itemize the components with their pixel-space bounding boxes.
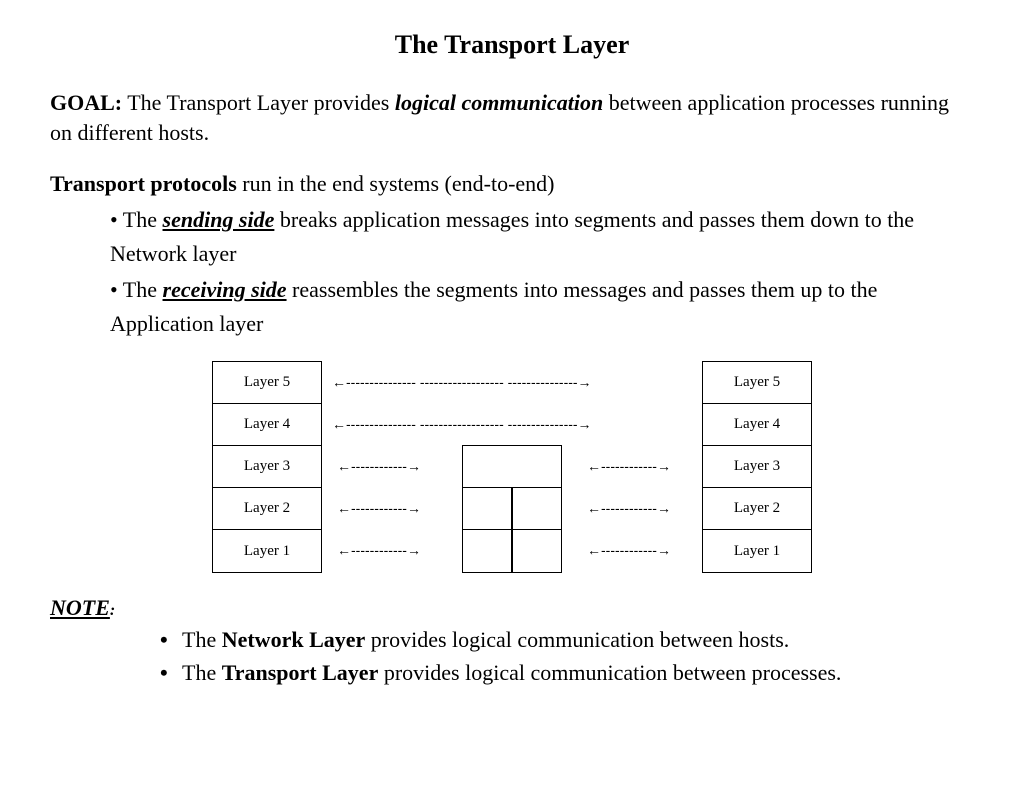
b2-emph: receiving side bbox=[163, 277, 287, 302]
diagram-container: Layer 5 Layer 4 Layer 3 Layer 2 Layer 1 … bbox=[50, 361, 974, 571]
goal-emphasis: logical communication bbox=[395, 90, 603, 115]
right-layer-2: Layer 2 bbox=[703, 488, 811, 530]
goal-paragraph: GOAL: The Transport Layer provides logic… bbox=[50, 88, 974, 147]
note-bullet-2: • The Transport Layer provides logical c… bbox=[160, 656, 974, 689]
note-section: NOTE: • The Network Layer provides logic… bbox=[50, 595, 974, 689]
mid-layer-2 bbox=[463, 488, 561, 530]
middle-stack bbox=[462, 445, 562, 573]
layer-diagram: Layer 5 Layer 4 Layer 3 Layer 2 Layer 1 … bbox=[212, 361, 812, 571]
connector-layer5: ←--------------- ------------------ ----… bbox=[332, 374, 592, 390]
left-stack: Layer 5 Layer 4 Layer 3 Layer 2 Layer 1 bbox=[212, 361, 322, 573]
connector-l1-left: ←------------→ bbox=[337, 542, 421, 558]
note-2-text: The Transport Layer provides logical com… bbox=[182, 656, 841, 689]
transport-protocols-line: Transport protocols run in the end syste… bbox=[50, 169, 974, 199]
left-layer-4: Layer 4 bbox=[213, 404, 321, 446]
b1-pre: • The bbox=[110, 207, 163, 232]
right-layer-5: Layer 5 bbox=[703, 362, 811, 404]
n1-emph: Network Layer bbox=[222, 627, 366, 652]
mid-divider-icon bbox=[511, 530, 513, 572]
connector-l3-left: ←------------→ bbox=[337, 458, 421, 474]
n2-post: provides logical communication between p… bbox=[378, 660, 841, 685]
right-layer-3: Layer 3 bbox=[703, 446, 811, 488]
left-layer-3: Layer 3 bbox=[213, 446, 321, 488]
bullet-1: • The sending side breaks application me… bbox=[110, 203, 974, 271]
right-layer-4: Layer 4 bbox=[703, 404, 811, 446]
left-layer-5: Layer 5 bbox=[213, 362, 321, 404]
tp-label: Transport protocols bbox=[50, 171, 237, 196]
right-stack: Layer 5 Layer 4 Layer 3 Layer 2 Layer 1 bbox=[702, 361, 812, 573]
goal-pre: The Transport Layer provides bbox=[122, 90, 395, 115]
mid-layer-1 bbox=[463, 530, 561, 572]
bullet-dot: • bbox=[160, 623, 182, 656]
bullet-dot: • bbox=[160, 656, 182, 689]
n2-emph: Transport Layer bbox=[222, 660, 379, 685]
n2-pre: The bbox=[182, 660, 222, 685]
b2-pre: • The bbox=[110, 277, 163, 302]
note-bullets: • The Network Layer provides logical com… bbox=[50, 623, 974, 689]
connector-l2-left: ←------------→ bbox=[337, 500, 421, 516]
page: The Transport Layer GOAL: The Transport … bbox=[0, 0, 1024, 709]
connector-layer4: ←--------------- ------------------ ----… bbox=[332, 416, 592, 432]
note-bullet-1: • The Network Layer provides logical com… bbox=[160, 623, 974, 656]
bullet-list: • The sending side breaks application me… bbox=[50, 203, 974, 341]
mid-layer-3 bbox=[463, 446, 561, 488]
n1-pre: The bbox=[182, 627, 222, 652]
right-layer-1: Layer 1 bbox=[703, 530, 811, 572]
tp-rest: run in the end systems (end-to-end) bbox=[237, 171, 555, 196]
left-layer-2: Layer 2 bbox=[213, 488, 321, 530]
page-title: The Transport Layer bbox=[50, 30, 974, 60]
b1-emph: sending side bbox=[163, 207, 275, 232]
bullet-2: • The receiving side reassembles the seg… bbox=[110, 273, 974, 341]
left-layer-1: Layer 1 bbox=[213, 530, 321, 572]
note-colon: : bbox=[110, 602, 115, 619]
connector-l2-right: ←------------→ bbox=[587, 500, 671, 516]
note-1-text: The Network Layer provides logical commu… bbox=[182, 623, 789, 656]
n1-post: provides logical communication between h… bbox=[365, 627, 789, 652]
mid-divider-icon bbox=[511, 488, 513, 529]
connector-l1-right: ←------------→ bbox=[587, 542, 671, 558]
goal-label: GOAL: bbox=[50, 90, 122, 115]
connector-l3-right: ←------------→ bbox=[587, 458, 671, 474]
note-heading: NOTE bbox=[50, 595, 110, 620]
